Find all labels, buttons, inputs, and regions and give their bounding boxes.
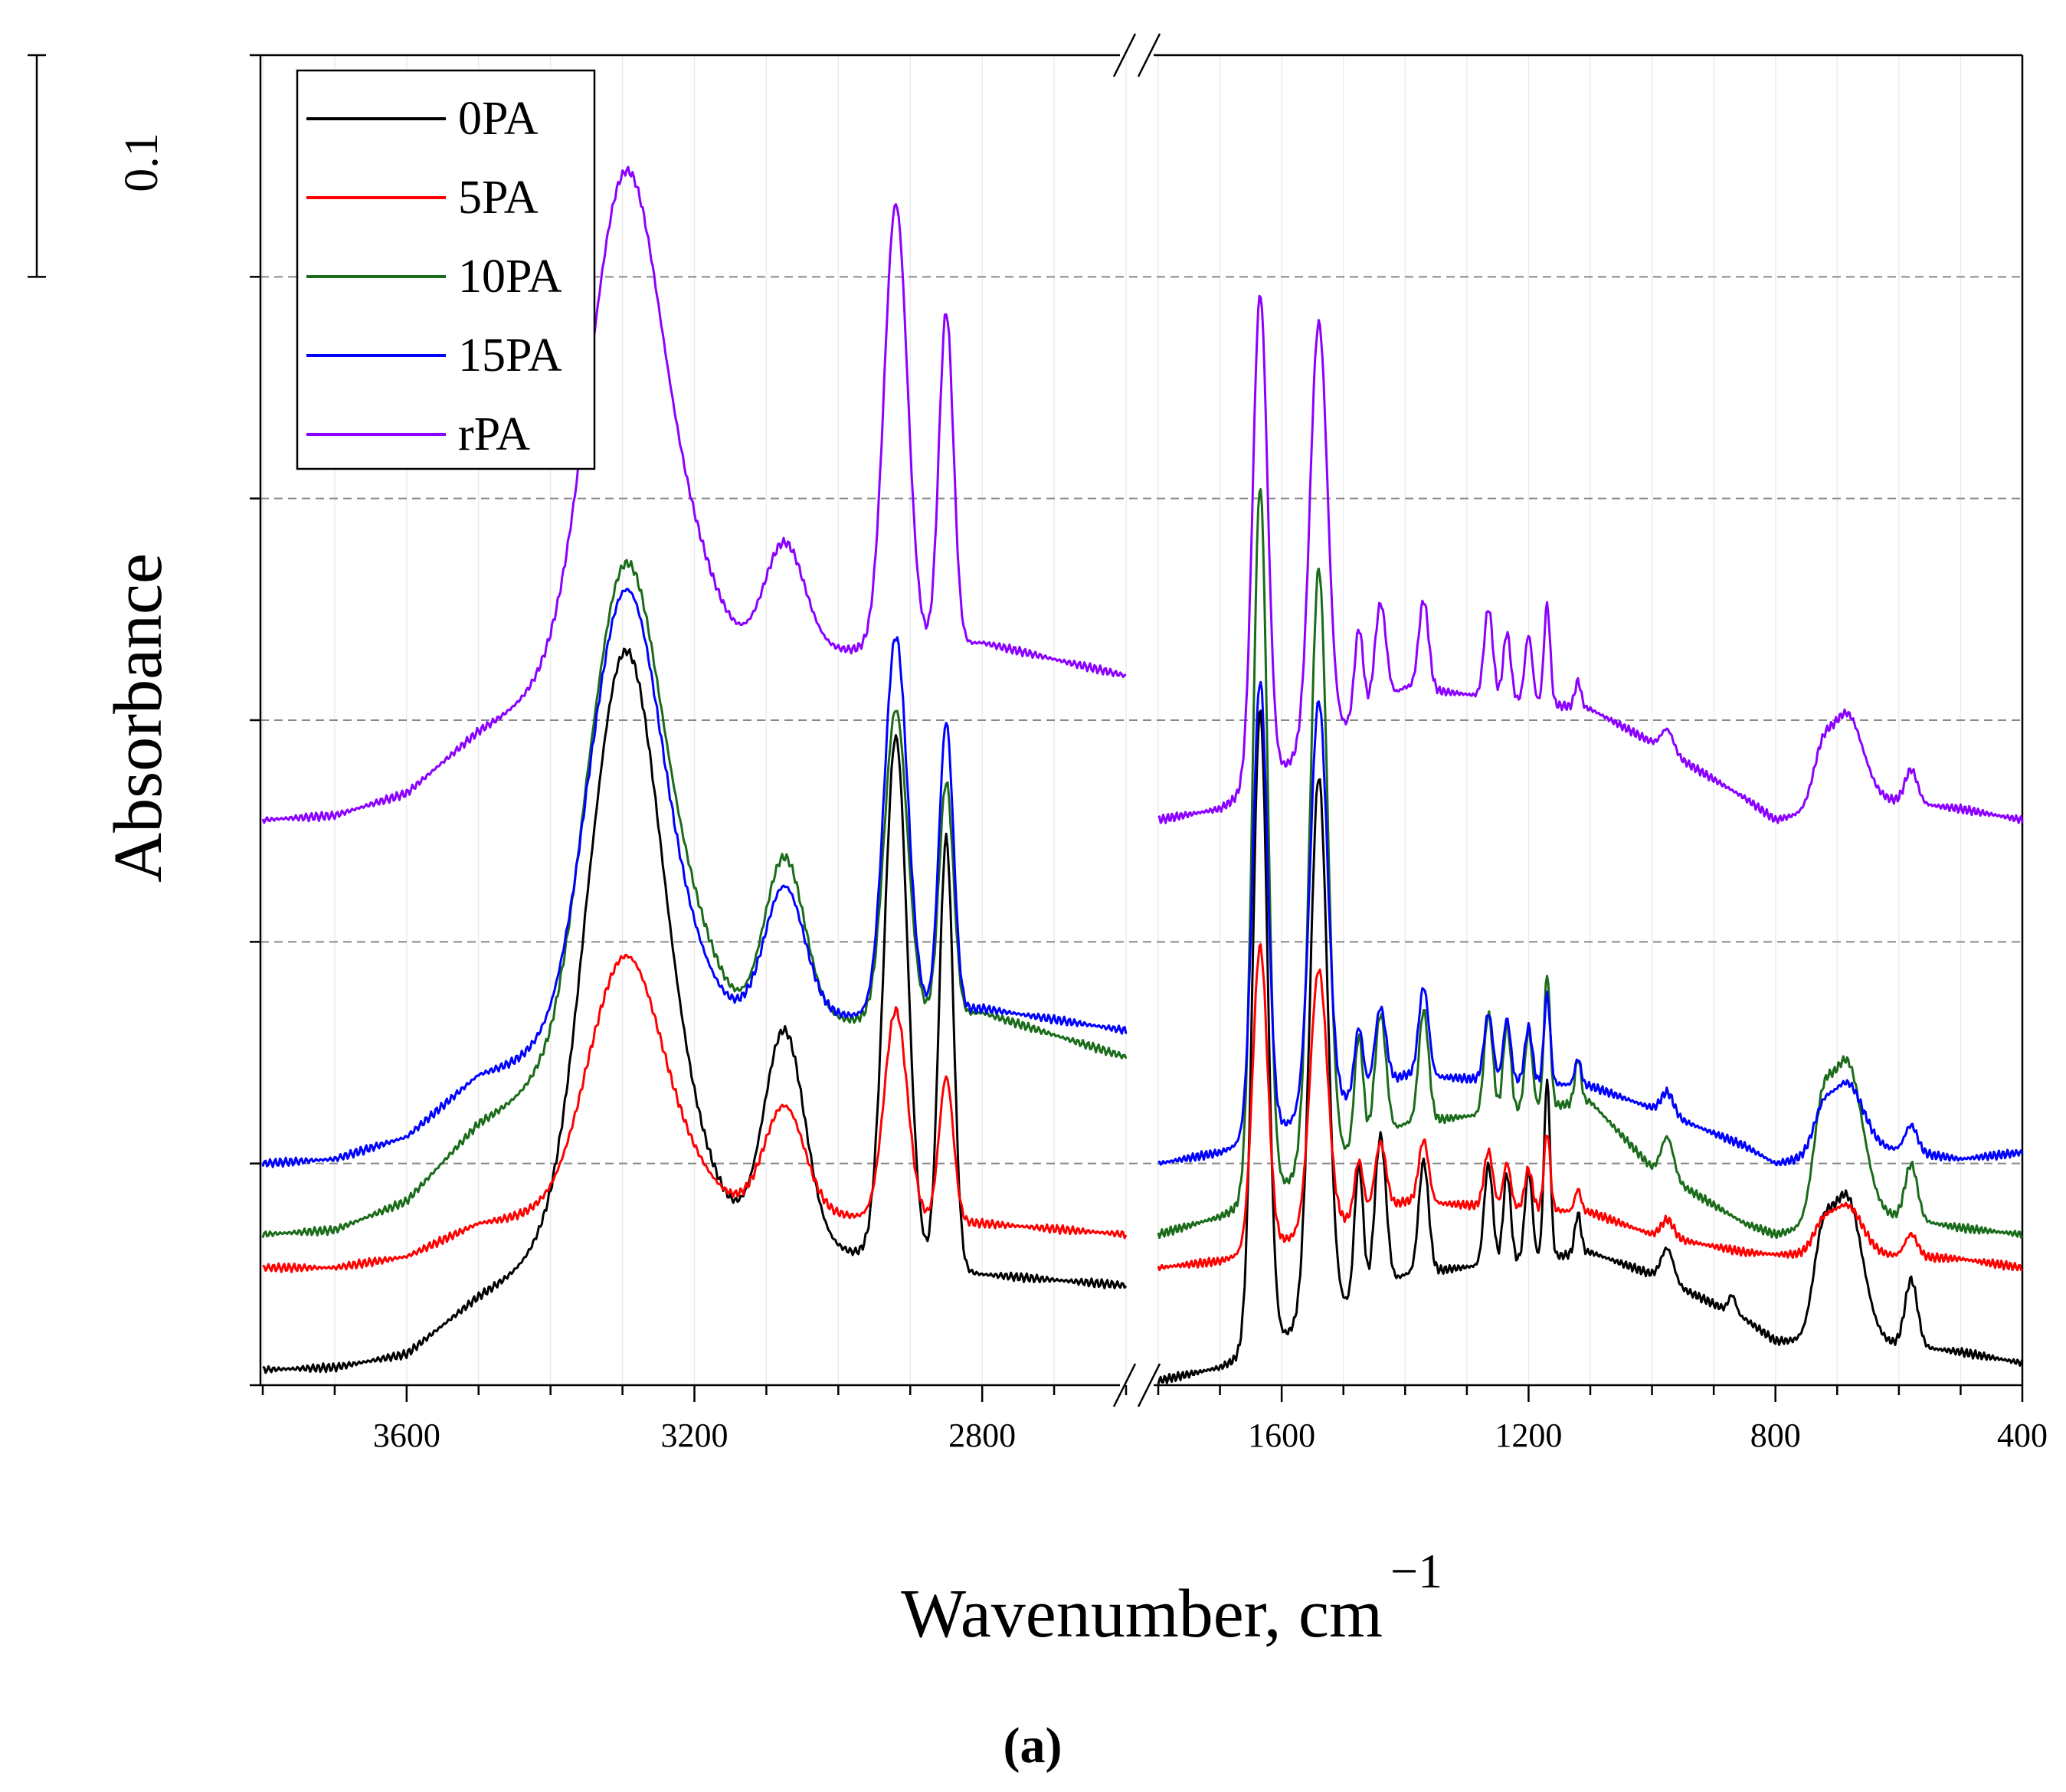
- series-line-0PA-low: [1157, 709, 2024, 1384]
- x-tick-label: 1200: [1495, 1417, 1562, 1454]
- legend: 0PA 5PA 10PA 15PA rPA: [296, 69, 596, 470]
- scale-bar-label: 0.1: [116, 133, 168, 192]
- series-15PA: [261, 588, 2024, 1168]
- scale-bar: 0.1: [28, 54, 168, 278]
- x-tick-label: 2800: [948, 1417, 1016, 1454]
- legend-label-15PA: 15PA: [458, 329, 562, 382]
- x-axis-title-superscript: −1: [1390, 1544, 1442, 1598]
- x-tick-label: 3200: [661, 1417, 729, 1454]
- series-line-15PA-high: [261, 588, 1128, 1168]
- series-0PA: [262, 647, 2024, 1384]
- series-rPA: [261, 165, 2024, 824]
- series-line-rPA-high: [261, 165, 1127, 824]
- series-line-5PA-low: [1157, 943, 2024, 1272]
- x-axis-title-text: Wavenumber, cm: [901, 1576, 1383, 1652]
- legend-box: [296, 69, 596, 470]
- series-line-15PA-low: [1157, 680, 2024, 1167]
- series-line-rPA-low: [1157, 294, 2024, 824]
- axis-break-mark: [1112, 1363, 1137, 1407]
- series-line-5PA-high: [262, 954, 1128, 1273]
- series-5PA: [262, 943, 2024, 1273]
- series-line-0PA-high: [262, 647, 1128, 1374]
- legend-label-5PA: 5PA: [458, 172, 539, 224]
- series-10PA: [261, 488, 2024, 1240]
- series-layer: [261, 165, 2024, 1384]
- x-tick-label: 400: [1997, 1417, 2048, 1454]
- x-tick-label: 800: [1750, 1417, 1801, 1454]
- axis-break-mark: [1137, 1363, 1161, 1407]
- legend-label-rPA: rPA: [458, 408, 530, 460]
- series-line-10PA-low: [1157, 488, 2024, 1240]
- x-tick-label: 1600: [1248, 1417, 1315, 1454]
- panel-label: (a): [1004, 1718, 1062, 1774]
- legend-label-10PA: 10PA: [458, 251, 562, 303]
- plot-frame: [259, 33, 2024, 1407]
- y-axis-title: Absorbance: [100, 553, 176, 883]
- x-tick-label: 3600: [373, 1417, 440, 1454]
- axis-break-mark: [1137, 33, 1161, 77]
- axis-break-mark: [1112, 33, 1137, 77]
- tick-layer: 3600 3200 2800 1600 1200 800 400: [250, 54, 2048, 1454]
- x-axis-title: Wavenumber, cm −1: [901, 1544, 1442, 1652]
- legend-label-0PA: 0PA: [458, 93, 539, 145]
